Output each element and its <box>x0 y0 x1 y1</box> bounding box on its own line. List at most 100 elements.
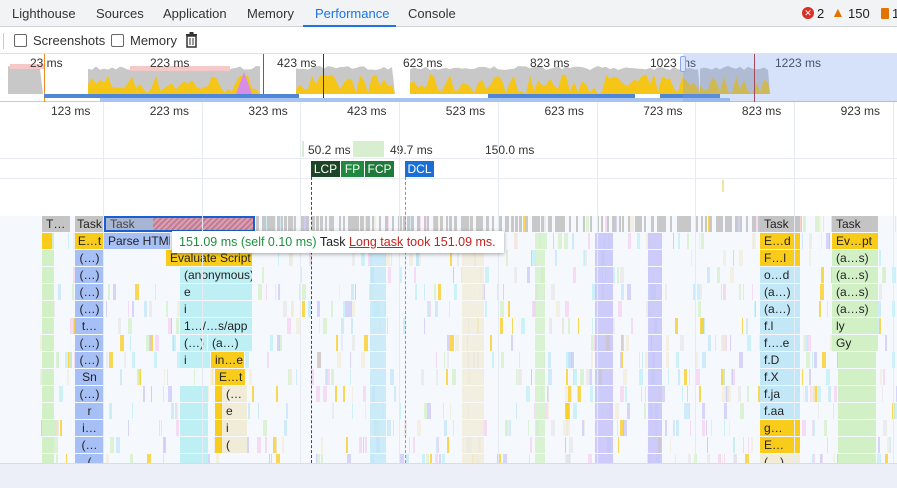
flame-sliver[interactable] <box>144 301 147 317</box>
flame-entry[interactable] <box>535 267 545 283</box>
flame-sliver[interactable] <box>450 335 454 351</box>
flame-entry[interactable]: 1…/…s/app <box>180 318 252 334</box>
flame-sliver[interactable] <box>363 437 364 453</box>
flame-sliver[interactable] <box>299 284 301 300</box>
flame-entry[interactable] <box>370 284 386 300</box>
flame-sliver[interactable] <box>878 437 880 453</box>
flame-entry[interactable] <box>462 335 484 351</box>
flame-sliver[interactable] <box>448 437 450 453</box>
flame-entry[interactable]: (…) <box>75 352 104 368</box>
task-sliver[interactable] <box>628 216 630 232</box>
flame-sliver[interactable] <box>275 284 276 300</box>
flame-sliver[interactable] <box>687 233 689 249</box>
flame-sliver[interactable] <box>813 386 817 402</box>
flame-sliver[interactable] <box>591 352 593 368</box>
flame-sliver[interactable] <box>675 318 678 334</box>
flame-sliver[interactable] <box>387 420 391 436</box>
flame-entry[interactable]: f.l <box>760 318 800 334</box>
flame-sliver[interactable] <box>618 437 619 453</box>
flame-entry[interactable] <box>535 301 545 317</box>
flame-sliver[interactable] <box>724 403 727 419</box>
flame-sliver[interactable] <box>752 284 753 300</box>
flame-sliver[interactable] <box>722 454 723 463</box>
flame-sliver[interactable] <box>754 301 755 317</box>
flame-sliver[interactable] <box>665 420 667 436</box>
warning-count[interactable]: 150 <box>848 6 870 21</box>
flame-sliver[interactable] <box>666 335 669 351</box>
flame-sliver[interactable] <box>645 352 648 368</box>
error-count[interactable]: 2 <box>817 6 825 21</box>
task-sliver[interactable] <box>486 216 489 232</box>
flame-sliver[interactable] <box>245 352 249 368</box>
screenshots-checkbox[interactable] <box>14 34 27 47</box>
flame-entry[interactable]: r <box>75 403 104 419</box>
flame-entry[interactable] <box>535 437 545 453</box>
flame-entry[interactable]: i <box>180 352 210 368</box>
flame-entry[interactable] <box>648 352 662 368</box>
flame-sliver[interactable] <box>289 250 293 266</box>
flame-entry[interactable] <box>370 454 386 463</box>
task-sliver[interactable] <box>385 216 388 232</box>
flame-sliver[interactable] <box>434 284 436 300</box>
timing-bar[interactable] <box>353 141 384 157</box>
flame-sliver[interactable] <box>566 420 570 436</box>
flame-entry[interactable]: E…t <box>215 369 245 385</box>
task-sliver[interactable] <box>709 216 712 232</box>
flame-sliver[interactable] <box>803 335 805 351</box>
flame-sliver[interactable] <box>548 352 551 368</box>
task-sliver[interactable] <box>601 216 603 232</box>
flame-entry[interactable]: f.aa <box>760 403 800 419</box>
flame-sliver[interactable] <box>166 301 168 317</box>
flame-sliver[interactable] <box>40 335 41 351</box>
flame-sliver[interactable] <box>702 403 705 419</box>
flame-sliver[interactable] <box>137 369 141 385</box>
flame-sliver[interactable] <box>530 437 532 453</box>
flame-entry[interactable] <box>42 233 52 249</box>
flame-sliver[interactable] <box>877 318 879 334</box>
flame-sliver[interactable] <box>164 437 166 453</box>
flame-sliver[interactable] <box>707 267 710 283</box>
flame-sliver[interactable] <box>743 284 744 300</box>
flame-sliver[interactable] <box>69 352 72 368</box>
flame-sliver[interactable] <box>803 386 804 402</box>
flame-sliver[interactable] <box>279 335 282 351</box>
flame-sliver[interactable] <box>349 301 352 317</box>
flame-sliver[interactable] <box>216 454 219 463</box>
flame-sliver[interactable] <box>54 301 55 317</box>
flame-sliver[interactable] <box>803 216 806 232</box>
flame-sliver[interactable] <box>130 454 133 463</box>
flame-sliver[interactable] <box>550 318 552 334</box>
flame-sliver[interactable] <box>73 318 76 334</box>
flame-sliver[interactable] <box>155 335 159 351</box>
flame-entry[interactable]: F…l <box>760 250 800 266</box>
flame-sliver[interactable] <box>639 352 640 368</box>
flame-sliver[interactable] <box>743 437 744 453</box>
flame-sliver[interactable] <box>437 437 439 453</box>
flame-entry[interactable] <box>462 420 484 436</box>
flame-sliver[interactable] <box>571 386 572 402</box>
flame-sliver[interactable] <box>578 318 579 334</box>
flame-sliver[interactable] <box>558 233 562 249</box>
flame-sliver[interactable] <box>403 318 406 334</box>
flame-sliver[interactable] <box>573 267 576 283</box>
flame-sliver[interactable] <box>738 386 741 402</box>
task-sliver[interactable] <box>677 216 680 232</box>
flame-sliver[interactable] <box>321 454 323 463</box>
flame-sliver[interactable] <box>143 386 145 402</box>
flame-entry[interactable]: E… <box>760 437 800 453</box>
flame-sliver[interactable] <box>732 369 733 385</box>
flame-entry[interactable] <box>648 267 662 283</box>
flame-sliver[interactable] <box>724 420 725 436</box>
flame-sliver[interactable] <box>106 454 109 463</box>
task-sliver[interactable] <box>740 216 742 232</box>
flame-sliver[interactable] <box>55 420 59 436</box>
flame-entry[interactable] <box>648 335 662 351</box>
flame-sliver[interactable] <box>146 335 149 351</box>
task-sliver[interactable] <box>746 216 748 232</box>
flame-sliver[interactable] <box>621 352 623 368</box>
flame-sliver[interactable] <box>631 318 633 334</box>
flame-sliver[interactable] <box>271 454 272 463</box>
task-sliver[interactable] <box>705 216 707 232</box>
flame-entry[interactable] <box>462 369 484 385</box>
flame-sliver[interactable] <box>745 454 749 463</box>
